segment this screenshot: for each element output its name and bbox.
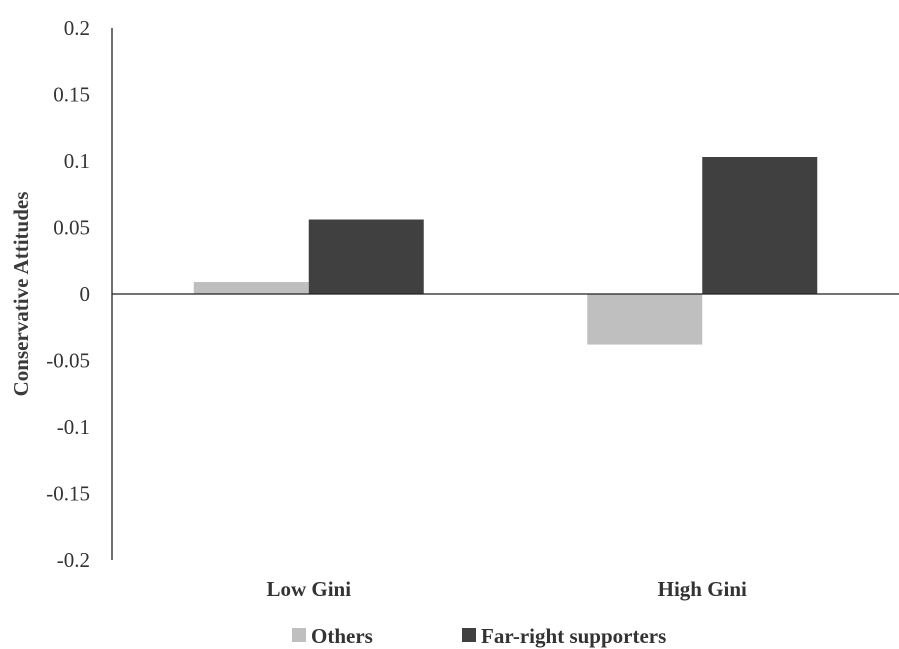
y-tick-label: -0.2	[57, 548, 90, 572]
bar	[587, 294, 703, 345]
y-tick-label: 0.15	[53, 83, 90, 107]
category-label: High Gini	[658, 577, 747, 601]
y-tick-label: -0.15	[46, 482, 90, 506]
category-label: Low Gini	[266, 577, 351, 601]
legend-swatch	[462, 628, 476, 642]
legend-label: Others	[311, 624, 373, 648]
legend: Others Far-right supporters	[292, 624, 666, 648]
category-labels: Low Gini High Gini	[266, 577, 747, 601]
y-tick-label: 0.1	[64, 149, 90, 173]
y-axis-title: Conservative Attitudes	[9, 192, 33, 397]
y-tick-label: 0.2	[64, 16, 90, 40]
y-tick-label: -0.1	[57, 415, 90, 439]
y-tick-label: 0.05	[53, 216, 90, 240]
legend-label: Far-right supporters	[481, 624, 666, 648]
bar	[308, 219, 424, 294]
bar	[193, 282, 309, 294]
legend-swatch	[292, 628, 306, 642]
y-tick-label: -0.05	[46, 349, 90, 373]
y-tick-label: 0	[80, 282, 91, 306]
bar	[702, 157, 818, 294]
bars	[193, 157, 818, 345]
y-tick-labels: 0.2 0.15 0.1 0.05 0 -0.05 -0.1 -0.15 -0.2	[46, 16, 90, 572]
